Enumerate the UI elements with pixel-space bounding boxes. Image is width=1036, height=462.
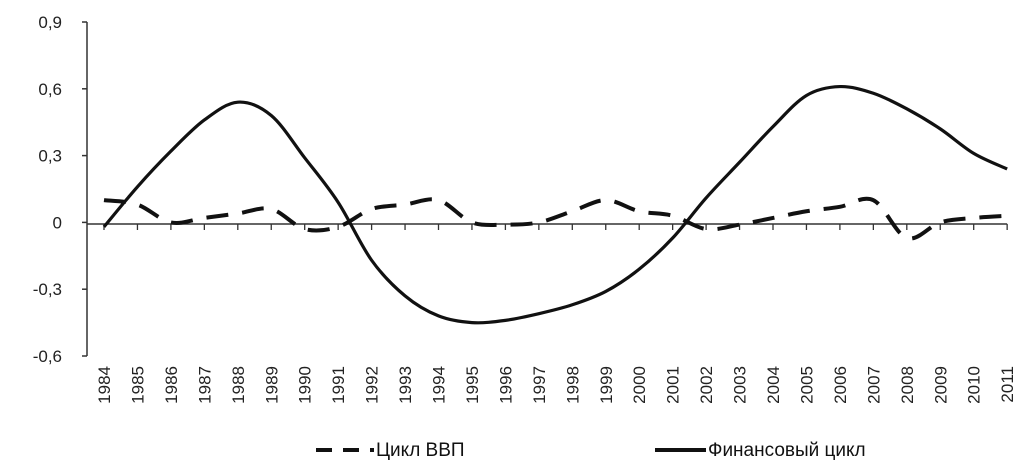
x-tick-label: 2010 <box>965 366 984 404</box>
x-tick-label: 1993 <box>396 366 415 404</box>
x-tick-label: 1988 <box>229 366 248 404</box>
x-tick-label: 2000 <box>630 366 649 404</box>
x-tick-label: 2008 <box>898 366 917 404</box>
x-axis: 1984 1985 1986 1987 1988 1989 1990 1991 1992 1993… <box>87 223 1017 404</box>
y-axis: 0,9 0,6 0,3 0 -0,3 -0,6 <box>33 13 88 366</box>
x-tick-label: 1996 <box>496 366 515 404</box>
y-tick-label: 0,3 <box>38 147 62 166</box>
x-tick-label: 2005 <box>797 366 816 404</box>
series-line-financial-cycle <box>102 84 1008 325</box>
x-tick-label: 1995 <box>463 366 482 404</box>
x-tick-label: 1984 <box>95 366 114 404</box>
legend-label-financial-cycle: Финансовый цикл <box>708 440 866 461</box>
x-tick-label: 1994 <box>430 366 449 404</box>
x-tick-label: 2001 <box>664 366 683 404</box>
y-tick-label: 0 <box>53 213 62 232</box>
x-tick-label: 1991 <box>329 366 348 404</box>
x-tick-label: 1989 <box>262 366 281 404</box>
x-tick-label: 2006 <box>831 366 850 404</box>
y-tick-label: -0,3 <box>33 280 62 299</box>
x-tick-label: 1992 <box>363 366 382 404</box>
legend: Цикл ВВП Финансовый цикл <box>316 440 866 461</box>
x-tick-label: 1998 <box>563 366 582 404</box>
x-tick-label: 2003 <box>731 366 750 404</box>
x-tick-label: 1986 <box>162 366 181 404</box>
y-tick-label: 0,9 <box>38 13 62 32</box>
x-tick-label: 1985 <box>128 366 147 404</box>
x-tick-label: 1999 <box>597 366 616 404</box>
x-tick-label: 1990 <box>296 366 315 404</box>
series-line-gdp-cycle <box>103 196 1008 241</box>
x-tick-label: 2007 <box>864 366 883 404</box>
x-tick-label: 1987 <box>195 366 214 404</box>
x-tick-label: 2002 <box>697 366 716 404</box>
y-tick-label: -0,6 <box>33 347 62 366</box>
x-tick-label: 2011 <box>998 366 1017 403</box>
x-tick-label: 2004 <box>764 366 783 404</box>
legend-label-gdp-cycle: Цикл ВВП <box>376 440 465 461</box>
y-tick-label: 0,6 <box>38 80 62 99</box>
x-tick-label: 2009 <box>931 366 950 404</box>
x-tick-label: 1997 <box>530 366 549 404</box>
series-lines <box>102 84 1008 325</box>
